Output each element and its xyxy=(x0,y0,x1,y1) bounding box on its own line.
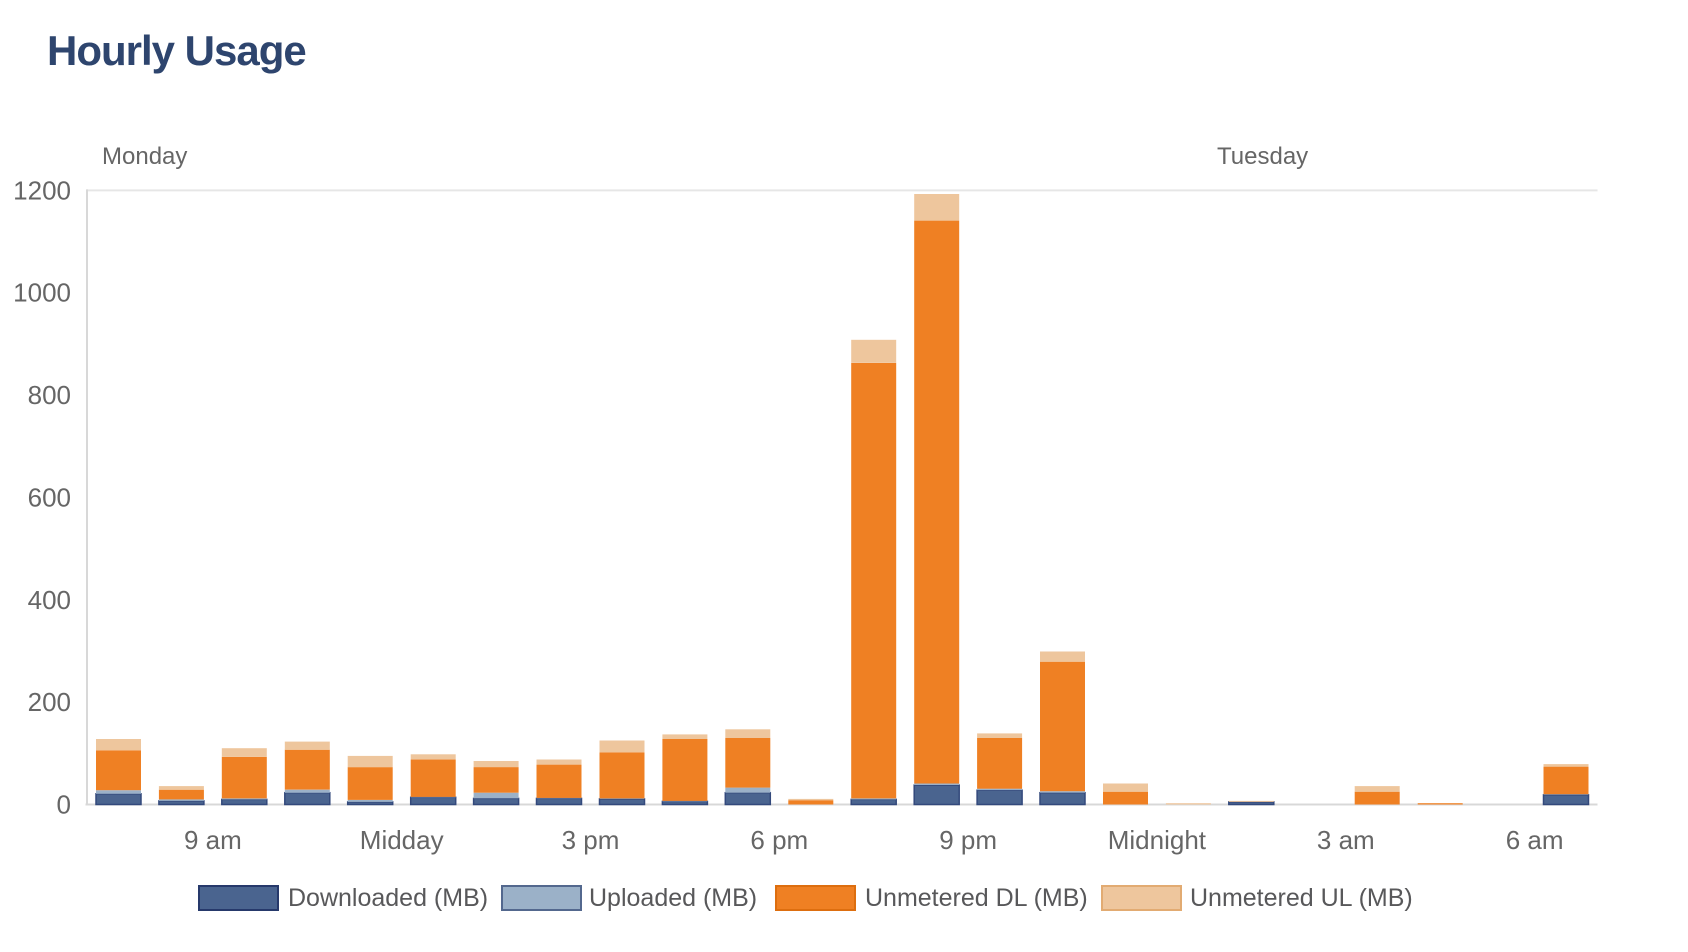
svg-text:Downloaded (MB): Downloaded (MB) xyxy=(288,884,488,912)
svg-text:Hourly Usage: Hourly Usage xyxy=(47,27,306,74)
svg-text:6 am: 6 am xyxy=(1506,825,1564,855)
svg-text:Uploaded (MB): Uploaded (MB) xyxy=(589,884,757,912)
svg-text:Midnight: Midnight xyxy=(1108,825,1207,855)
svg-text:1000: 1000 xyxy=(13,278,71,308)
svg-text:600: 600 xyxy=(28,482,71,512)
svg-text:Unmetered DL (MB): Unmetered DL (MB) xyxy=(865,884,1088,912)
svg-text:Tuesday: Tuesday xyxy=(1217,143,1308,170)
svg-text:Midday: Midday xyxy=(360,825,444,855)
svg-text:800: 800 xyxy=(28,380,71,410)
svg-text:3 pm: 3 pm xyxy=(562,825,620,855)
svg-text:9 am: 9 am xyxy=(184,825,242,855)
svg-text:400: 400 xyxy=(28,585,71,615)
svg-text:200: 200 xyxy=(28,687,71,717)
svg-text:1200: 1200 xyxy=(13,175,71,205)
svg-text:3 am: 3 am xyxy=(1317,825,1375,855)
svg-text:Monday: Monday xyxy=(102,143,187,170)
svg-text:Unmetered UL (MB): Unmetered UL (MB) xyxy=(1190,884,1413,912)
svg-text:6 pm: 6 pm xyxy=(750,825,808,855)
svg-text:9 pm: 9 pm xyxy=(939,825,997,855)
svg-text:0: 0 xyxy=(57,790,71,820)
